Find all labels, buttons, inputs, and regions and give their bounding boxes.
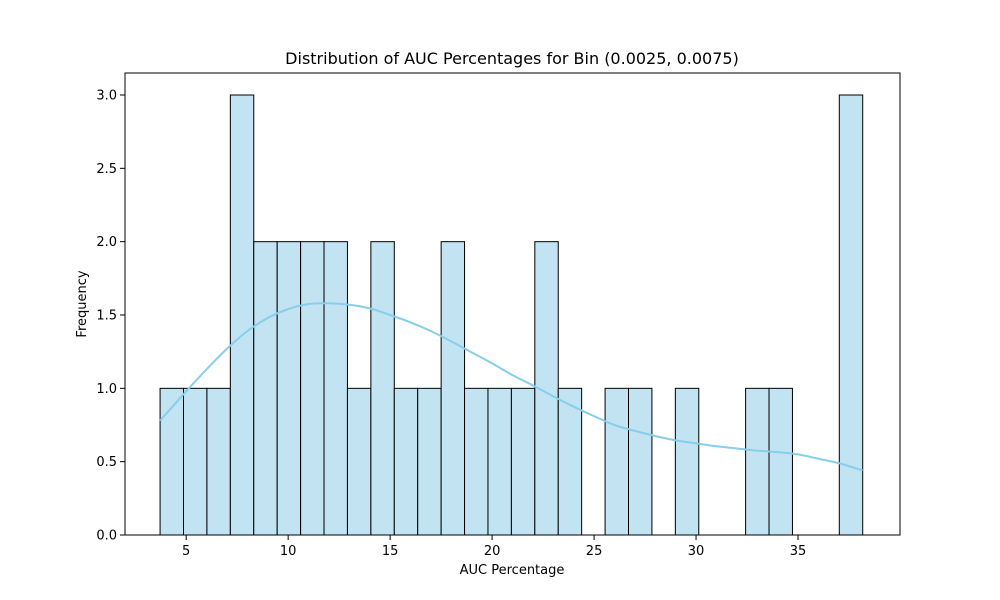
histogram-bar	[417, 387, 442, 536]
x-tick-label: 20	[484, 544, 501, 559]
histogram-bar	[557, 387, 583, 536]
y-tick-label: 1.0	[96, 382, 117, 397]
y-axis-ticks: 0.0 0.5 1.0 1.5 2.0 2.5 3.0	[96, 89, 125, 544]
histogram-bar	[206, 387, 231, 536]
histogram-bar	[323, 241, 348, 536]
x-tick-label: 35	[790, 544, 807, 559]
histogram-bar	[440, 241, 466, 536]
y-tick-label: 2.0	[96, 235, 117, 250]
x-tick-label: 30	[688, 544, 705, 559]
histogram-bar	[393, 387, 419, 536]
histogram-bar	[604, 387, 630, 536]
histogram-bar	[464, 387, 489, 536]
y-tick-label: 0.0	[96, 529, 117, 544]
y-axis-label: Frequency	[75, 270, 90, 337]
x-tick-label: 15	[382, 544, 399, 559]
histogram-bar	[768, 387, 793, 536]
x-axis-ticks: 5 10 15 20 25 30 35	[182, 535, 806, 559]
x-tick-label: 5	[182, 544, 190, 559]
histogram-bar	[229, 94, 255, 536]
y-tick-label: 1.5	[96, 309, 117, 324]
histogram-bar	[253, 241, 278, 536]
histogram-bar	[346, 387, 372, 536]
histogram-bar	[183, 387, 208, 536]
histogram-bar	[510, 387, 536, 536]
histogram-bar	[300, 241, 325, 536]
histogram-bar	[370, 241, 395, 536]
y-tick-label: 0.5	[96, 455, 117, 470]
histogram-bar	[674, 387, 700, 536]
histogram-bar	[159, 387, 185, 536]
histogram-bar	[745, 387, 770, 536]
bars-group	[159, 94, 864, 536]
chart-title: Distribution of AUC Percentages for Bin …	[285, 49, 739, 68]
x-axis-label: AUC Percentage	[460, 563, 565, 578]
y-tick-label: 3.0	[96, 89, 117, 104]
x-tick-label: 10	[280, 544, 297, 559]
y-tick-label: 2.5	[96, 162, 117, 177]
histogram-bar	[487, 387, 512, 536]
plot-frame	[124, 72, 901, 536]
x-tick-label: 25	[586, 544, 603, 559]
histogram-bar	[276, 241, 302, 536]
histogram-bar	[628, 387, 653, 536]
kde-curve	[159, 302, 863, 472]
